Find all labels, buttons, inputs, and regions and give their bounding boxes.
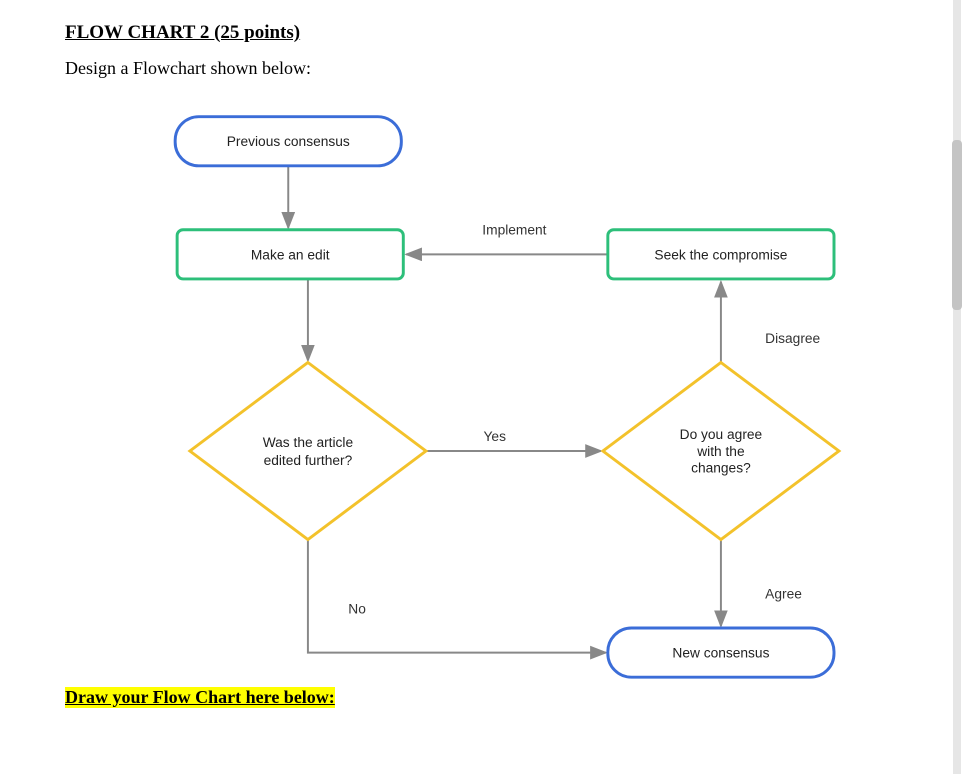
edge-edit-to-decision [290,279,308,361]
node-label-agree-3: changes? [691,461,751,476]
node-label-new-consensus: New consensus [672,646,769,661]
node-label-agree-2: with the [696,444,745,459]
section-heading: FLOW CHART 2 (25 points) [65,22,935,44]
flowchart-figure: Implement agreeQ --> Yes newcons --> No … [65,97,895,687]
scrollbar-thumb[interactable] [952,140,962,310]
node-was-edited [190,363,426,540]
node-label-previous-consensus: Previous consensus [227,134,350,149]
edge-label-agree: Agree [765,587,802,602]
footer-instruction: Draw your Flow Chart here below: [65,687,335,708]
node-label-seek-compromise: Seek the compromise [654,247,787,262]
edge-no [308,540,606,653]
document-page: FLOW CHART 2 (25 points) Design a Flowch… [0,0,963,774]
node-label-was-edited-1: Was the article [263,435,354,450]
edge-label-disagree: Disagree [765,331,820,346]
scrollbar-track [953,0,961,774]
node-label-make-edit: Make an edit [251,247,330,262]
edge-label-yes: Yes [484,429,507,444]
node-label-agree-1: Do you agree [680,427,763,442]
node-label-was-edited-2: edited further? [264,453,353,468]
flowchart-svg: Implement agreeQ --> Yes newcons --> No … [65,97,895,687]
section-subtitle: Design a Flowchart shown below: [65,58,935,79]
edge-label-no: No [348,601,366,616]
document-body: FLOW CHART 2 (25 points) Design a Flowch… [65,12,935,762]
edge-label-implement: Implement [482,223,546,238]
